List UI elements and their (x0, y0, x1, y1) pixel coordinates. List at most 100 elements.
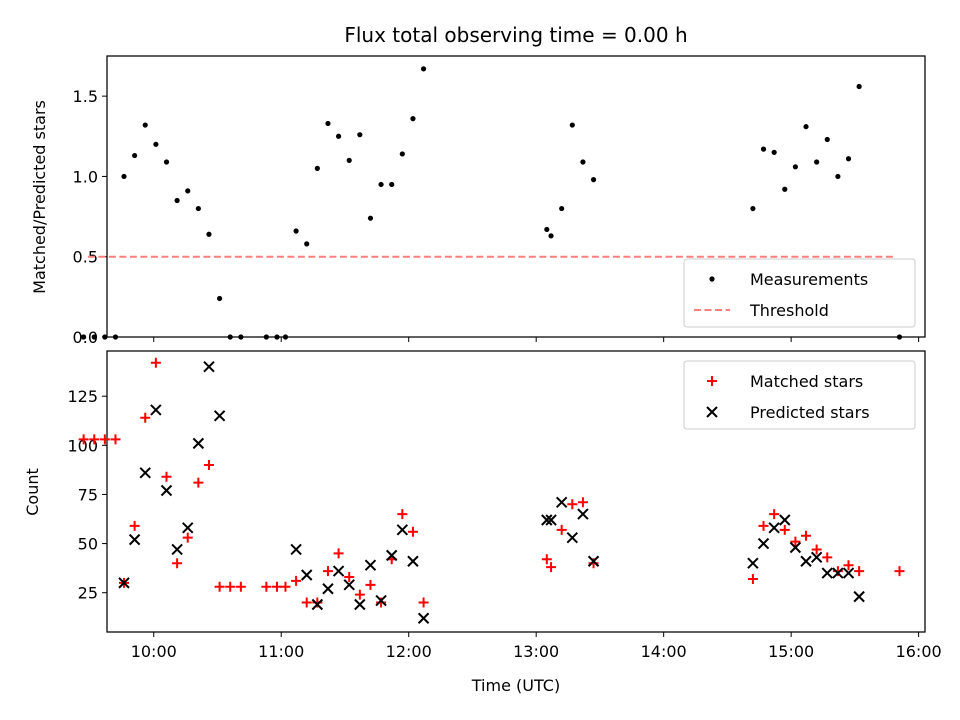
matched-stars-point (235, 581, 246, 592)
matched-stars-point (261, 581, 272, 592)
predicted-stars-point (332, 565, 345, 577)
matched-stars-point (747, 573, 758, 584)
predicted-stars-point (192, 437, 205, 450)
chart-title: Flux total observing time = 0.00 h (344, 23, 687, 47)
measurements-point (559, 205, 565, 212)
measurements-point (590, 177, 597, 183)
matched-stars-point (843, 560, 854, 571)
bottom-series (78, 357, 905, 624)
matched-stars-point (769, 509, 780, 520)
matched-stars-point (567, 499, 578, 510)
measurements-point (153, 141, 159, 147)
bottom-x-ticks: 10:00 11:00 12:00 13:00 14:00 15:00 16:00 (131, 632, 942, 661)
matched-stars-point (344, 571, 355, 582)
matched-stars-point (322, 566, 333, 577)
predicted-stars-point (322, 583, 334, 595)
predicted-stars-point (853, 590, 865, 603)
measurements-legend-swatch (709, 276, 715, 282)
measurements-point (544, 226, 550, 233)
predicted-stars-point (396, 524, 409, 536)
predicted-stars-point (128, 533, 141, 546)
predicted-stars-point (150, 404, 162, 416)
predicted-stars-point (203, 361, 215, 373)
x-tick-label: 12:00 (386, 642, 432, 661)
predicted-stars-point (417, 612, 430, 624)
predicted-stars-point (577, 508, 589, 520)
matched-stars-point (193, 477, 204, 488)
measurements-point (410, 116, 416, 122)
x-axis-label: Time (UTC) (471, 676, 560, 695)
predicted-stars-point (354, 598, 366, 611)
measurements-point (792, 164, 798, 170)
measurements-point (378, 181, 384, 188)
measurements-point (132, 152, 138, 159)
measurements-point (896, 334, 903, 340)
predicted-stars-point (832, 567, 844, 579)
bottom-y-tick-label: 125 (67, 387, 98, 406)
predicted-stars-point (118, 577, 130, 589)
predicted-stars-legend-label: Predicted stars (750, 403, 870, 422)
measurements-point (142, 122, 148, 128)
predicted-stars-point (800, 555, 812, 567)
predicted-stars-point (555, 496, 568, 509)
predicted-stars-point (842, 567, 855, 579)
bottom-y-tick-label: 25 (78, 584, 98, 603)
measurements-point (803, 124, 809, 130)
bottom-plot: 25 50 75 100 125 10:00 11:00 12:00 13:00 14:00 15… (23, 350, 942, 695)
matched-stars-point (418, 597, 429, 608)
matched-stars-point (78, 434, 89, 445)
predicted-stars-point (810, 551, 823, 564)
top-plot: 0.00.51.01.5 Matched/Predicted stars Mea… (30, 55, 926, 347)
predicted-stars-point (343, 579, 355, 591)
measurements-point (346, 157, 352, 163)
measurements-point (163, 159, 170, 165)
matched-stars-point (301, 597, 312, 608)
top-legend: Measurements Threshold (683, 258, 916, 328)
top-x-ticks (153, 337, 920, 342)
bottom-y-tick-label: 75 (78, 485, 98, 504)
predicted-stars-point (375, 594, 387, 607)
top-series (81, 66, 903, 340)
measurements-point (174, 197, 180, 204)
measurements-point (835, 173, 841, 180)
matched-stars-legend-swatch (707, 376, 717, 386)
measurements-point (195, 205, 201, 212)
measurements-point (314, 165, 320, 171)
bottom-y-tick-label: 100 (67, 436, 98, 455)
measurements-point (227, 334, 233, 340)
predicted-stars-point (566, 531, 579, 544)
measurements-point (580, 159, 586, 165)
matched-stars-point (790, 536, 801, 547)
matched-stars-point (588, 558, 599, 569)
bottom-legend-box (683, 360, 916, 430)
x-tick-label: 10:00 (131, 642, 177, 661)
predicted-stars-point (768, 522, 780, 534)
predicted-stars-point (541, 514, 553, 526)
measurements-point (238, 334, 244, 340)
matched-stars-point (546, 562, 557, 573)
predicted-stars-point (545, 514, 557, 526)
measurements-point (304, 241, 310, 247)
measurements-point (782, 186, 788, 192)
predicted-stars-point (301, 569, 313, 581)
measurements-point (420, 66, 427, 72)
measurements-point (569, 122, 575, 128)
matched-stars-point (407, 526, 418, 537)
predicted-stars-point (747, 557, 759, 569)
bottom-plot-frame (106, 350, 926, 633)
predicted-stars-point (171, 543, 183, 556)
matched-stars-point (354, 589, 365, 600)
matched-stars-point (365, 579, 376, 590)
matched-stars-point (172, 558, 183, 569)
bottom-y-axis-label: Count (23, 468, 42, 516)
x-tick-label: 11:00 (258, 642, 304, 661)
matched-stars-point (758, 520, 769, 531)
measurements-legend-label: Measurements (750, 270, 868, 289)
predicted-stars-point (757, 537, 770, 550)
measurements-point (263, 334, 269, 340)
matched-stars-point (110, 434, 121, 445)
matched-stars-point (333, 548, 344, 559)
measurements-point (367, 215, 374, 221)
matched-stars-point (811, 544, 822, 555)
